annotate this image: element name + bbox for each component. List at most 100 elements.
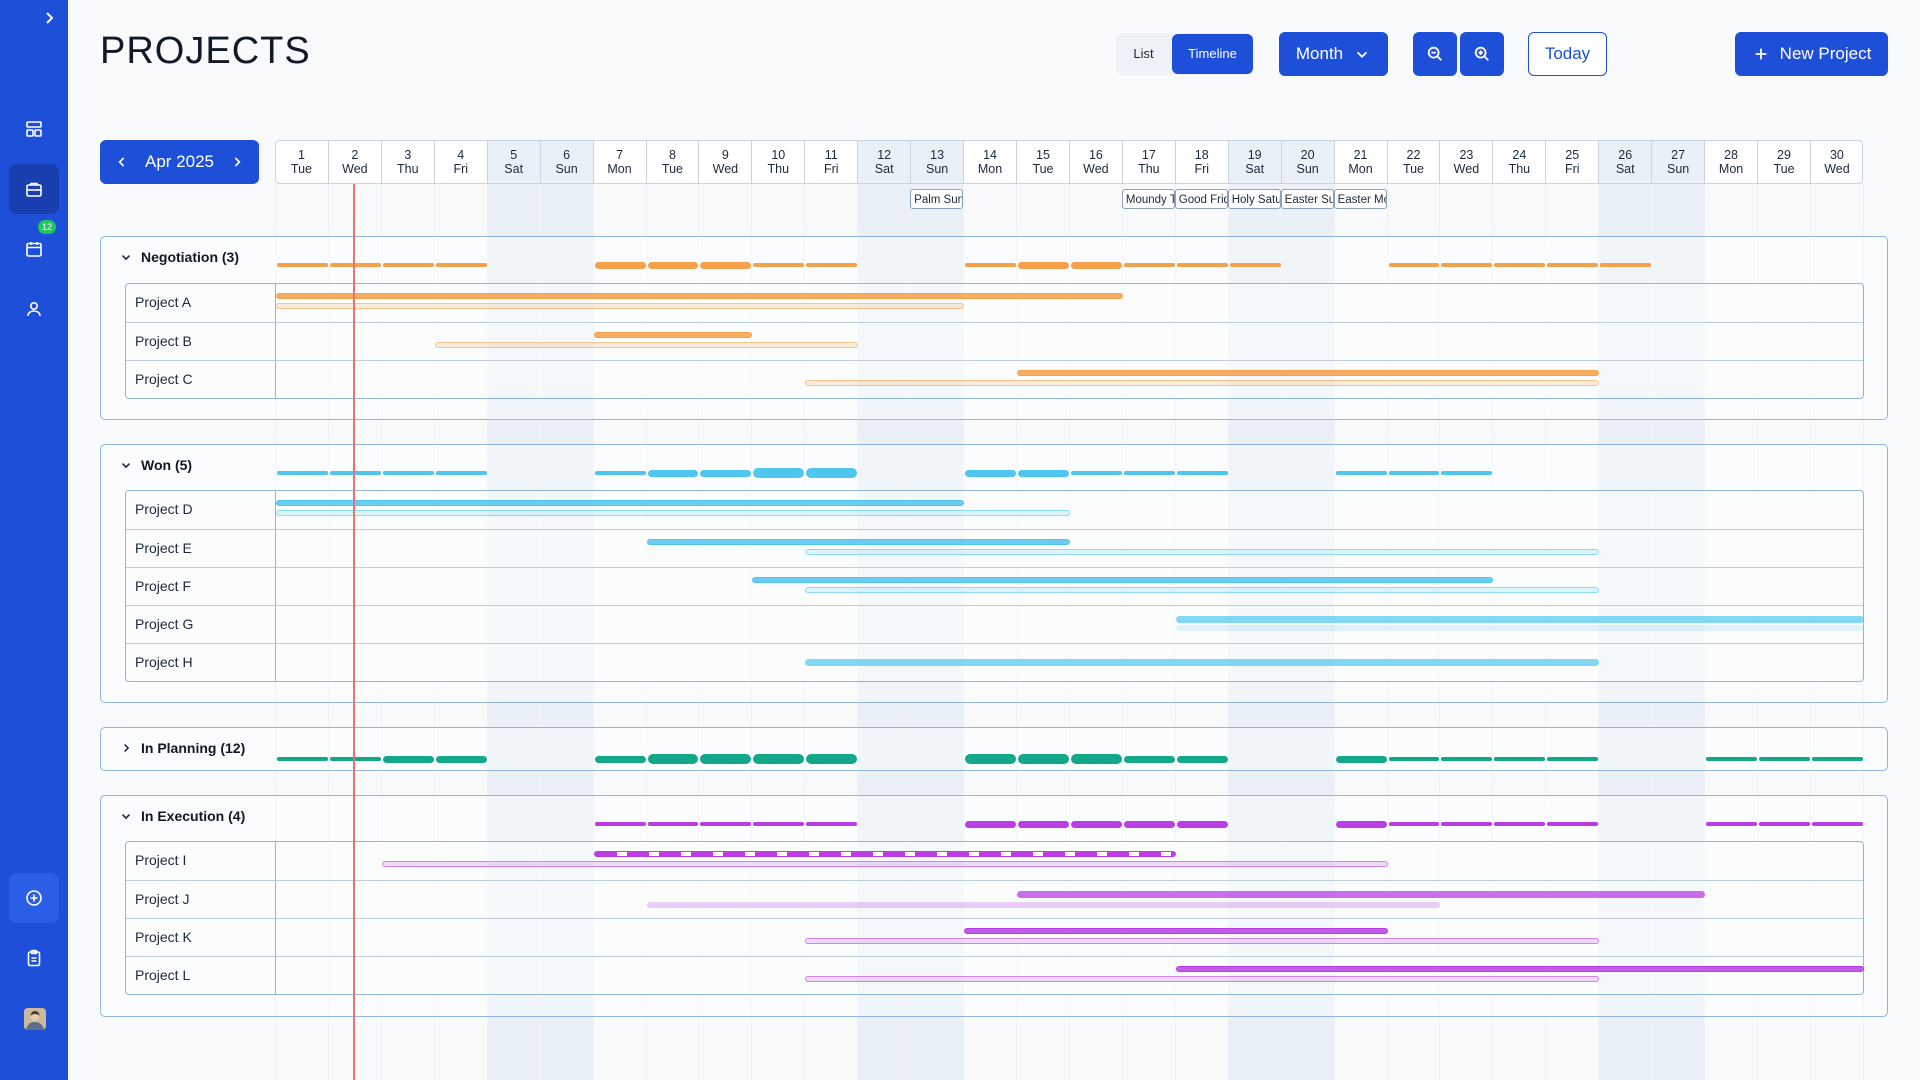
project-name[interactable]: Project E: [126, 530, 276, 567]
project-bar-primary[interactable]: [964, 928, 1388, 934]
project-bar-secondary[interactable]: [805, 549, 1600, 555]
project-bar-primary[interactable]: [276, 500, 965, 506]
project-row[interactable]: Project K: [126, 918, 1863, 956]
project-bar-primary[interactable]: [593, 851, 1176, 857]
project-bar-secondary[interactable]: [805, 976, 1600, 982]
sidebar-item-clipboard[interactable]: [9, 933, 59, 983]
load-segment: [1441, 822, 1493, 826]
project-bar-secondary[interactable]: [805, 938, 1600, 944]
day-number: 9: [721, 148, 729, 162]
project-name[interactable]: Project B: [126, 323, 276, 360]
day-cell: 5 Sat: [486, 141, 540, 183]
project-bar-secondary[interactable]: [276, 303, 965, 309]
project-bar-secondary[interactable]: [1175, 625, 1864, 631]
load-segment: [700, 754, 752, 764]
sidebar-item-projects[interactable]: [9, 164, 59, 214]
chevron-right-icon[interactable]: [229, 154, 245, 170]
period-select[interactable]: Month: [1279, 32, 1388, 76]
project-row[interactable]: Project C: [126, 360, 1863, 398]
group-header[interactable]: In Execution (4): [119, 808, 245, 824]
load-segment: [1600, 263, 1652, 267]
day-cell: 23 Wed: [1439, 141, 1492, 183]
project-bar-primary[interactable]: [1017, 891, 1706, 898]
day-cell: 1 Tue: [275, 141, 328, 183]
project-bar-secondary[interactable]: [434, 342, 859, 348]
weekend-band: [486, 184, 540, 1080]
holiday-chip: Easter Sunday: [1280, 189, 1334, 209]
new-project-button[interactable]: New Project: [1735, 32, 1888, 76]
load-segment: [277, 263, 328, 267]
project-name[interactable]: Project F: [126, 568, 276, 605]
project-name[interactable]: Project K: [126, 919, 276, 956]
calendar-icon: [26, 242, 42, 257]
day-cell: 9 Wed: [698, 141, 751, 183]
project-name[interactable]: Project I: [126, 842, 276, 880]
project-bar-primary[interactable]: [805, 659, 1600, 666]
project-name[interactable]: Project C: [126, 361, 276, 398]
zoom-in-button[interactable]: [1460, 32, 1504, 76]
project-row[interactable]: Project D: [126, 491, 1863, 529]
project-bar-primary[interactable]: [1175, 616, 1864, 623]
project-bar-primary[interactable]: [593, 332, 753, 338]
day-weekday: Sun: [1667, 162, 1690, 176]
group-title: Won (5): [141, 457, 193, 473]
project-bar-primary[interactable]: [752, 577, 1494, 583]
project-row[interactable]: Project H: [126, 643, 1863, 681]
day-weekday: Wed: [1824, 162, 1850, 176]
project-name[interactable]: Project H: [126, 644, 276, 681]
project-name[interactable]: Project G: [126, 606, 276, 643]
today-button[interactable]: Today: [1528, 32, 1607, 76]
project-bar-primary[interactable]: [646, 539, 1070, 545]
project-name[interactable]: Project J: [126, 881, 276, 918]
day-gridline: [804, 184, 806, 1080]
day-number: 7: [616, 148, 624, 162]
project-row[interactable]: Project F: [126, 567, 1863, 605]
zoom-out-button[interactable]: [1413, 32, 1457, 76]
group-header[interactable]: Negotiation (3): [119, 249, 239, 265]
group-header[interactable]: Won (5): [119, 457, 192, 473]
project-bar-secondary[interactable]: [805, 587, 1600, 593]
expand-sidebar-button[interactable]: [34, 0, 64, 36]
project-bar-secondary[interactable]: [381, 861, 1388, 867]
weekend-band: [857, 184, 911, 1080]
project-bar-primary[interactable]: [1017, 370, 1600, 376]
load-segment: [1123, 471, 1175, 475]
project-bar-secondary[interactable]: [276, 510, 1070, 516]
day-weekday: Sat: [504, 162, 524, 176]
period-select-value: Month: [1295, 44, 1344, 63]
project-bar-secondary[interactable]: [646, 902, 1441, 908]
project-row[interactable]: Project G: [126, 605, 1864, 643]
view-timeline-button[interactable]: Timeline: [1172, 34, 1253, 74]
project-name[interactable]: Project L: [126, 957, 276, 994]
day-gridline: [1121, 184, 1123, 1080]
chevron-down-icon: [121, 255, 131, 261]
project-row[interactable]: Project A: [126, 284, 1863, 322]
sidebar-item-dashboard[interactable]: [9, 104, 59, 154]
chevron-left-icon[interactable]: [114, 154, 130, 170]
day-weekday: Fri: [453, 162, 469, 176]
project-name[interactable]: Project A: [126, 284, 276, 322]
load-segment: [1335, 820, 1387, 828]
day-weekday: Sat: [1245, 162, 1265, 176]
project-row[interactable]: Project J: [126, 880, 1863, 918]
day-weekday: Sat: [874, 162, 894, 176]
group-header[interactable]: In Planning (12): [119, 740, 245, 756]
project-row[interactable]: Project L: [126, 956, 1864, 994]
avatar[interactable]: [24, 1008, 46, 1030]
project-row[interactable]: Project B: [126, 322, 1863, 360]
project-name[interactable]: Project D: [126, 491, 276, 529]
day-number: 29: [1777, 148, 1791, 162]
project-bar-secondary[interactable]: [805, 380, 1600, 386]
load-segment: [382, 263, 434, 267]
load-segment: [277, 757, 328, 761]
sidebar-item-calendar[interactable]: 12: [9, 220, 59, 274]
view-list-button[interactable]: List: [1133, 46, 1154, 61]
project-row[interactable]: Project I: [126, 842, 1863, 880]
project-bar-primary[interactable]: [1175, 966, 1864, 972]
project-row[interactable]: Project E: [126, 529, 1863, 567]
avatar-image-icon: [24, 1008, 46, 1030]
group-negotiation: Negotiation (3) Project A Project B Project…: [100, 236, 1888, 420]
sidebar-add-button[interactable]: [9, 873, 59, 923]
project-bar-primary[interactable]: [276, 293, 1123, 299]
sidebar-item-users[interactable]: [9, 284, 59, 334]
